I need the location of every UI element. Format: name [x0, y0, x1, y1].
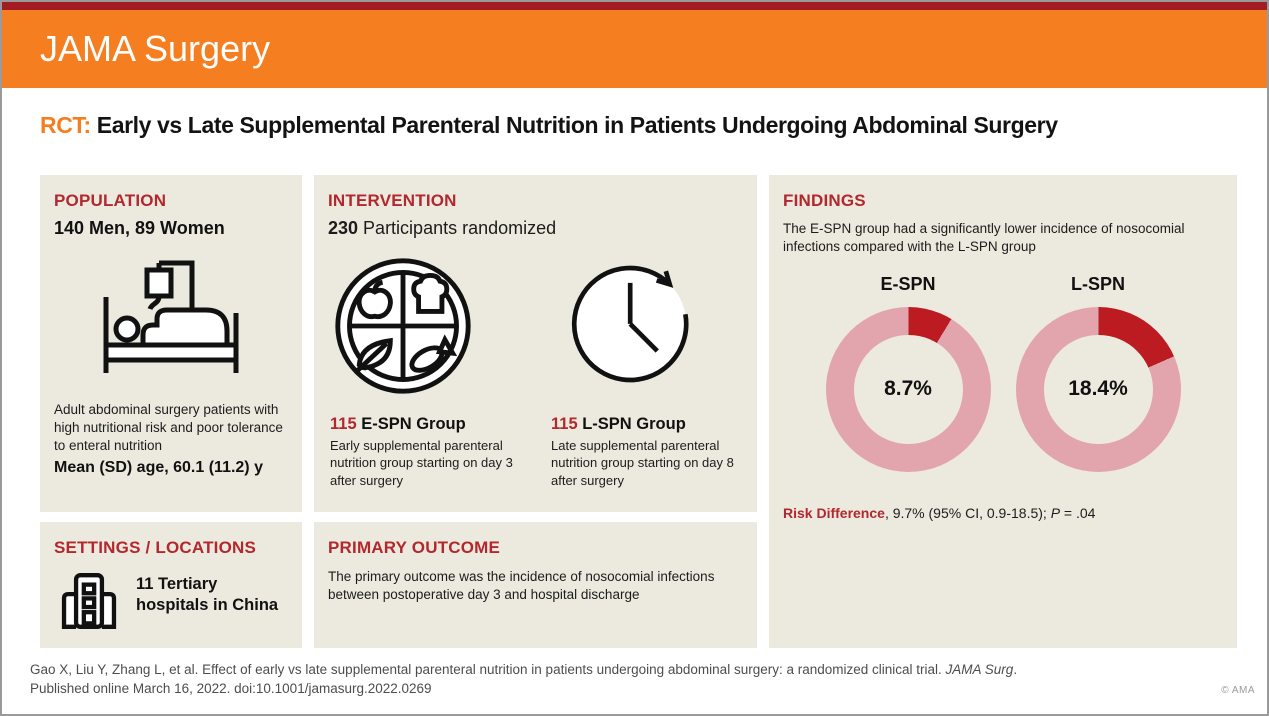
citation-footer: Gao X, Liu Y, Zhang L, et al. Effect of …	[30, 661, 1255, 699]
lspn-group-n: 115	[551, 415, 578, 433]
study-title: RCT: Early vs Late Supplemental Parenter…	[40, 112, 1237, 139]
settings-panel: SETTINGS / LOCATIONS 11 Tertiary hospita…	[40, 522, 302, 648]
lspn-chart-block: L-SPN 18.4%	[1015, 273, 1181, 472]
study-title-text: Early vs Late Supplemental Parenteral Nu…	[90, 112, 1058, 138]
lspn-percentage: 18.4%	[1068, 377, 1128, 401]
espn-donut-hole: 8.7%	[853, 334, 963, 444]
lspn-donut-hole: 18.4%	[1043, 334, 1153, 444]
hospital-building-icon	[58, 570, 120, 637]
settings-text: 11 Tertiary hospitals in China	[136, 575, 279, 614]
lspn-group-column: 115 L-SPN Group Late supplemental parent…	[549, 253, 756, 489]
espn-group-description: Early supplemental parenteral nutrition …	[330, 438, 513, 488]
journal-banner: JAMA Surgery	[2, 10, 1267, 88]
study-type-tag: RCT:	[40, 112, 91, 138]
findings-heading: FINDINGS	[783, 191, 866, 210]
findings-summary: The E-SPN group had a significantly lowe…	[783, 221, 1185, 254]
primary-outcome-heading: PRIMARY OUTCOME	[328, 538, 501, 557]
espn-chart-label: E-SPN	[880, 273, 936, 294]
espn-group-column: 115 E-SPN Group Early supplemental paren…	[328, 253, 535, 489]
risk-difference-value: , 9.7% (95% CI, 0.9-18.5);	[884, 504, 1051, 521]
population-panel: POPULATION 140 Men, 89 Women Adult abdom…	[40, 175, 302, 512]
espn-chart-block: E-SPN 8.7%	[825, 273, 991, 472]
food-plate-icon	[330, 253, 535, 403]
journal-name-italic: JAMA Surg	[945, 662, 1014, 677]
clock-arrow-icon	[551, 253, 756, 403]
lspn-group-name: 115 L-SPN Group	[551, 415, 686, 433]
randomized-label: Participants randomized	[358, 218, 557, 238]
panel-grid: POPULATION 140 Men, 89 Women Adult abdom…	[40, 175, 1237, 648]
population-heading: POPULATION	[54, 191, 167, 210]
lspn-group-description: Late supplemental parenteral nutrition g…	[551, 438, 734, 488]
p-value: = .04	[1060, 504, 1096, 521]
journal-title: JAMA Surgery	[40, 28, 271, 69]
espn-percentage: 8.7%	[884, 377, 932, 401]
donut-charts: E-SPN 8.7% L-SPN 18.4%	[783, 274, 1223, 472]
intervention-groups: 115 E-SPN Group Early supplemental paren…	[328, 253, 743, 489]
findings-panel: FINDINGS The E-SPN group had a significa…	[769, 175, 1237, 648]
population-counts: 140 Men, 89 Women	[54, 218, 225, 238]
risk-difference-line: Risk Difference, 9.7% (95% CI, 0.9-18.5)…	[783, 505, 1223, 521]
intervention-heading: INTERVENTION	[328, 191, 457, 210]
lspn-chart-label: L-SPN	[1071, 273, 1125, 294]
espn-group-n: 115	[330, 415, 357, 433]
espn-group-name: 115 E-SPN Group	[330, 415, 466, 433]
risk-difference-label: Risk Difference	[783, 504, 885, 521]
settings-heading: SETTINGS / LOCATIONS	[54, 538, 257, 557]
patient-in-bed-icon	[96, 255, 246, 385]
intervention-panel: INTERVENTION 230 Participants randomized	[314, 175, 757, 512]
primary-outcome-text: The primary outcome was the incidence of…	[328, 569, 715, 602]
espn-donut-chart: 8.7%	[825, 306, 991, 472]
settings-content: 11 Tertiary hospitals in China	[54, 570, 288, 637]
lspn-donut-chart: 18.4%	[1015, 306, 1181, 472]
copyright-notice: © AMA	[1221, 684, 1255, 696]
population-description: Adult abdominal surgery patients with hi…	[54, 402, 283, 453]
p-symbol: P	[1050, 504, 1061, 521]
primary-outcome-panel: PRIMARY OUTCOME The primary outcome was …	[314, 522, 757, 648]
citation-line1: Gao X, Liu Y, Zhang L, et al. Effect of …	[30, 662, 1018, 677]
randomized-count: 230 Participants randomized	[328, 218, 743, 239]
top-accent-bar	[2, 2, 1267, 10]
population-age: Mean (SD) age, 60.1 (11.2) y	[54, 458, 263, 476]
citation-line2: Published online March 16, 2022. doi:10.…	[30, 680, 432, 696]
randomized-number: 230	[328, 218, 359, 238]
